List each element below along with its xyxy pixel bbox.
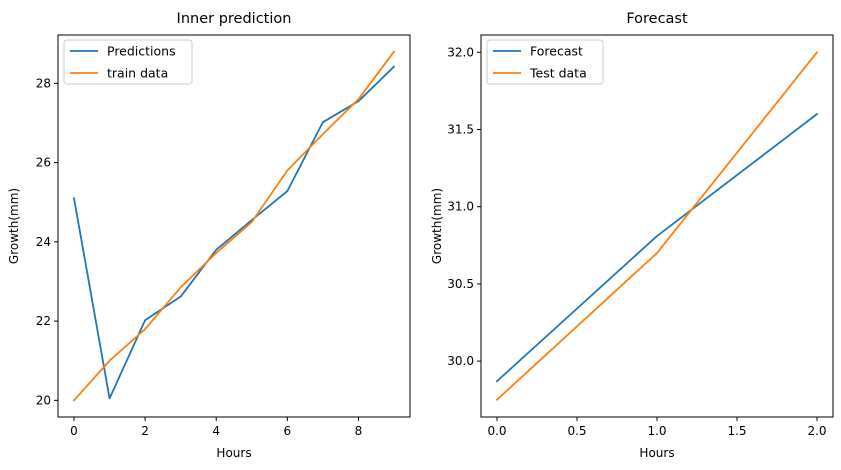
x-tick-label: 4 [212, 424, 220, 438]
series-line-train-data [72, 50, 396, 402]
x-tick-label: 2 [141, 424, 149, 438]
y-tick-label: 20 [36, 393, 51, 407]
x-tick-label: 6 [284, 424, 292, 438]
x-tick-label: 0 [70, 424, 78, 438]
y-tick-label: 22 [36, 314, 51, 328]
y-tick-label: 31.0 [447, 200, 474, 214]
legend: Predictions train data [63, 39, 193, 85]
x-tick-label: 2.0 [807, 424, 826, 438]
series-line-predictions [72, 65, 396, 400]
x-tick-label: 8 [355, 424, 363, 438]
y-tick-label: 30.0 [447, 354, 474, 368]
plot-frame [57, 34, 411, 418]
y-tick-label: 26 [36, 156, 51, 170]
x-tick-label: 0.5 [567, 424, 586, 438]
y-tick-label: 28 [36, 76, 51, 90]
x-tick-label: 1.5 [727, 424, 746, 438]
x-tick-label: 0.0 [487, 424, 506, 438]
y-axis-label: Growth(mm) [430, 188, 444, 264]
legend-label: Predictions [107, 44, 176, 59]
y-tick-label: 30.5 [447, 277, 474, 291]
y-tick-label: 31.5 [447, 122, 474, 136]
x-axis-label: Hours [216, 446, 251, 460]
x-tick-label: 1.0 [647, 424, 666, 438]
chart-title: Inner prediction [177, 11, 292, 27]
chart-title: Forecast [626, 11, 688, 27]
legend-label: Forecast [530, 44, 583, 59]
legend-label: train data [107, 66, 168, 81]
legend: Forecast Test data [486, 39, 604, 85]
y-axis-label: Growth(mm) [7, 188, 21, 264]
legend-label: Test data [529, 66, 587, 81]
y-tick-label: 24 [36, 235, 51, 249]
y-tick-label: 32.0 [447, 45, 474, 59]
chart-forecast: 0.0 0.5 1.0 1.5 2.0 30.0 30.5 31.0 31.5 32.0 Forec… [430, 11, 834, 460]
x-axis-label: Hours [639, 446, 674, 460]
